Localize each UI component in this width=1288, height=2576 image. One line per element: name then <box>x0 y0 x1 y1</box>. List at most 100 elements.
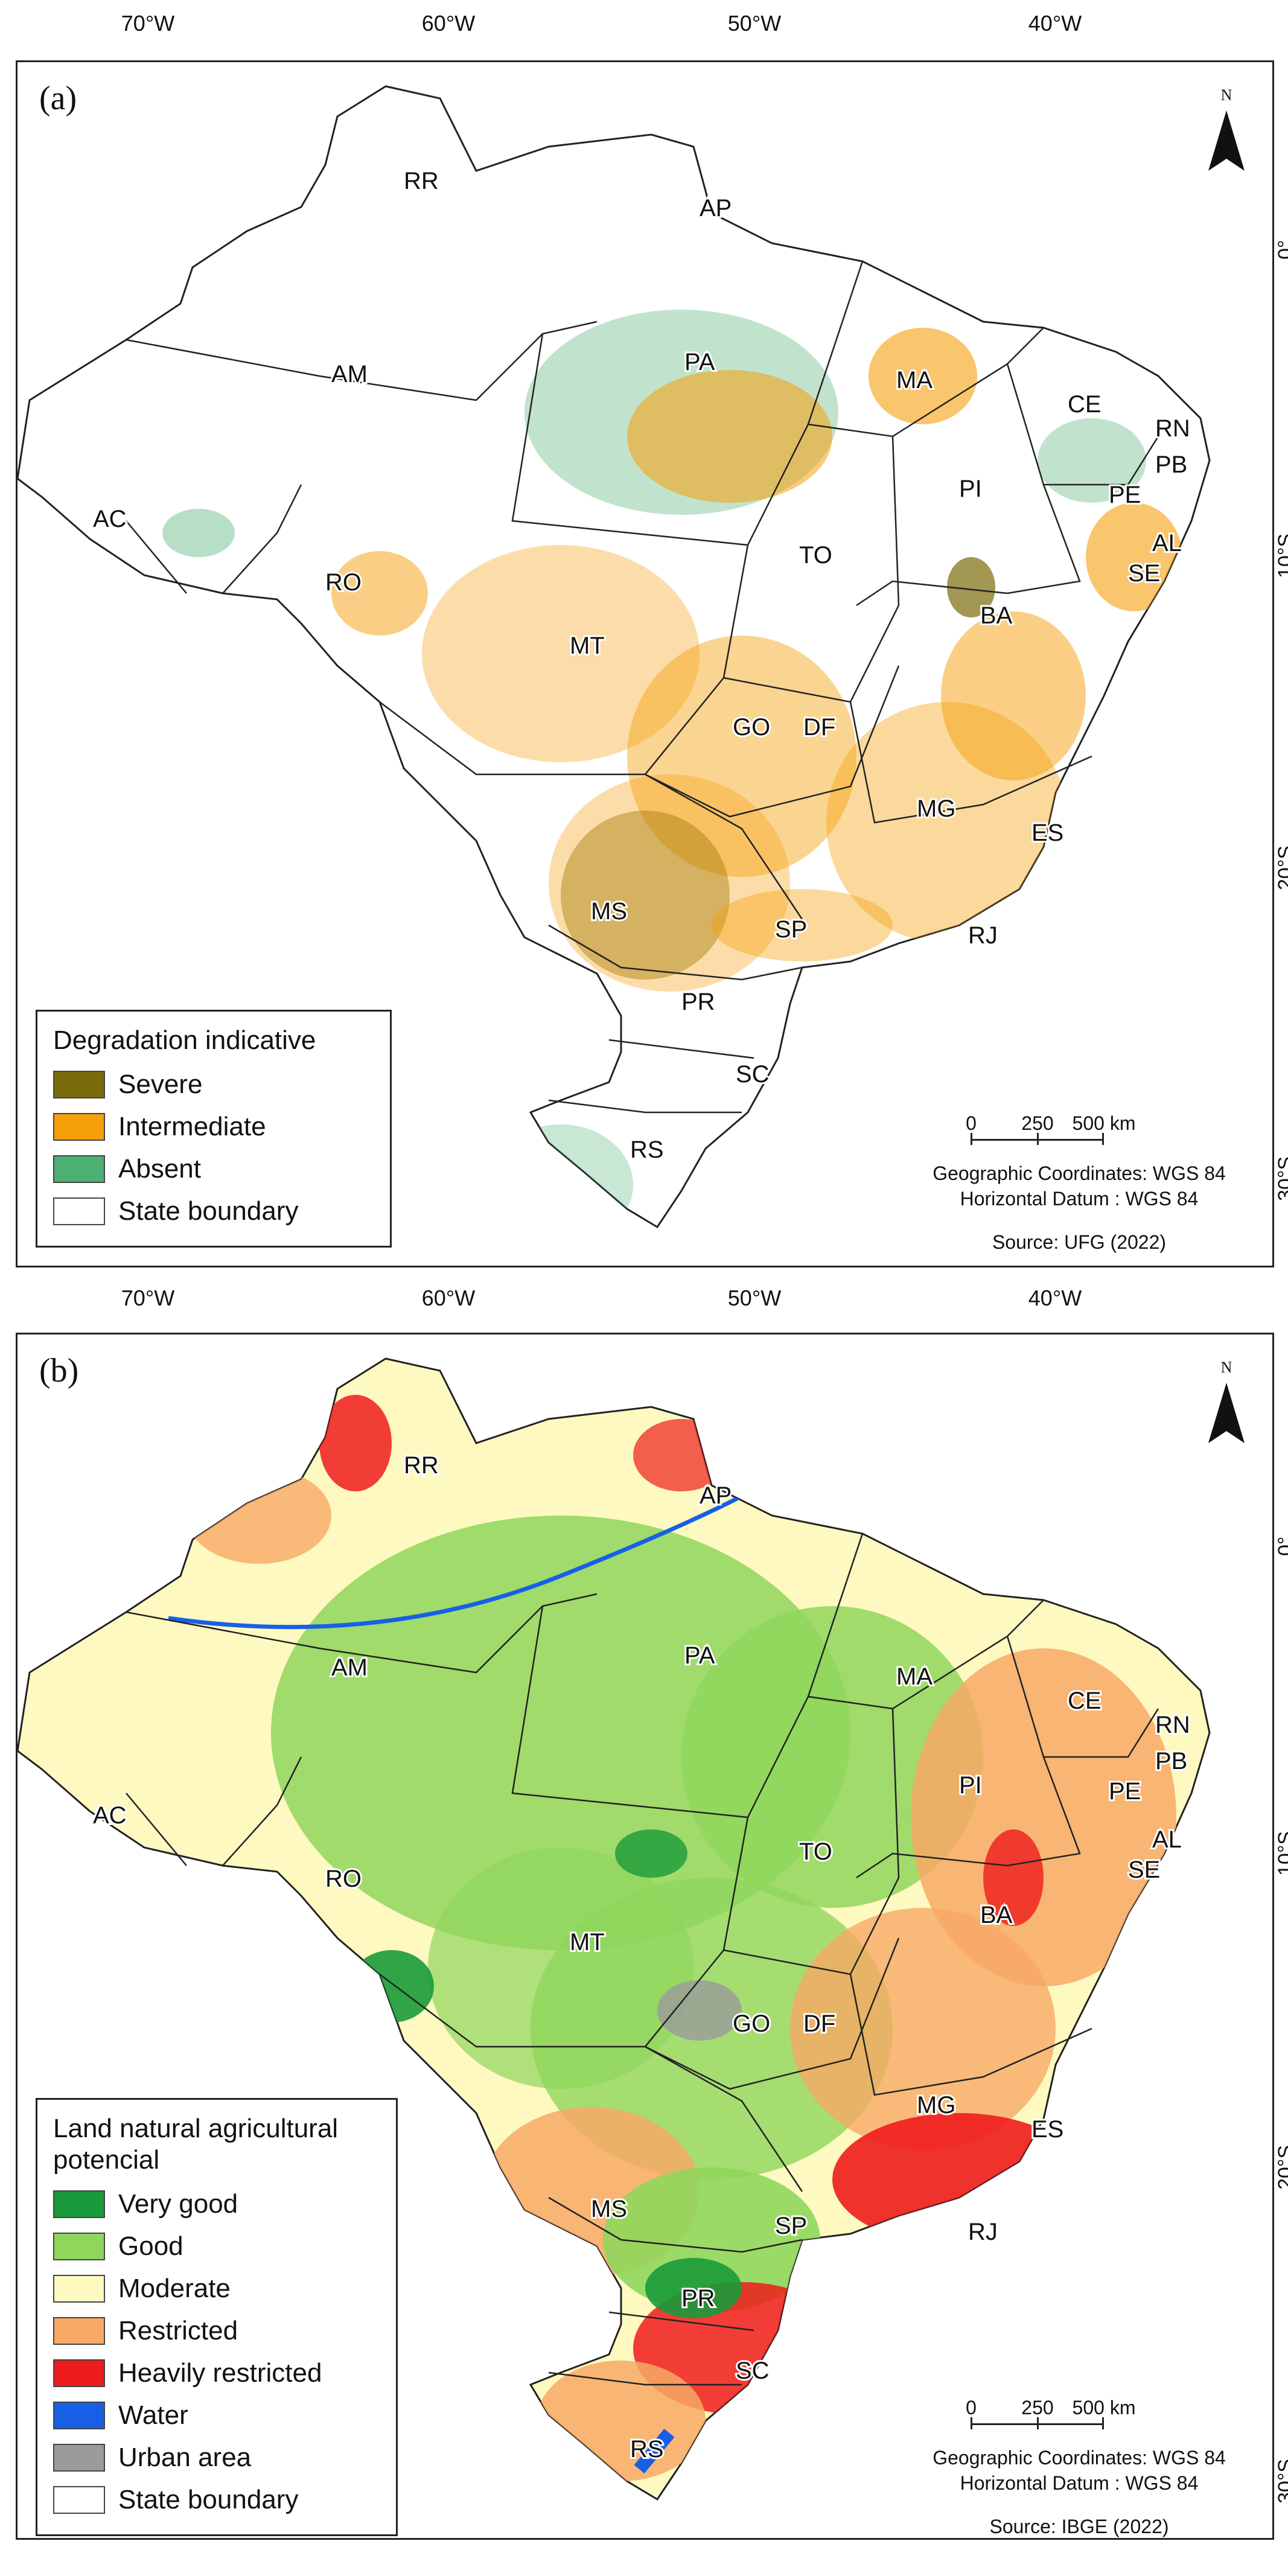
legend-item: State boundary <box>53 2479 380 2521</box>
scale-tick-label: 0 <box>966 1112 977 1134</box>
legend-swatch <box>53 2190 105 2218</box>
state-label: BA <box>980 602 1013 629</box>
degradation-patches <box>162 310 1182 1227</box>
scale-tick-label: 0 <box>966 2397 977 2418</box>
legend-item: Intermediate <box>53 1106 374 1148</box>
lon-label: 60°W <box>421 1286 476 1310</box>
lon-label: 50°W <box>727 11 782 36</box>
lat-label: 10°S <box>1274 1831 1288 1876</box>
lat-label: 0° <box>1274 240 1288 260</box>
scale-tick-label: 250 <box>1021 2397 1054 2418</box>
north-arrow: N <box>1202 86 1251 183</box>
state-label: SE <box>1128 560 1160 587</box>
coordinate-system: Geographic Coordinates: WGS 84 <box>933 2447 1226 2469</box>
legend-swatch <box>53 1155 105 1183</box>
legend-label: State boundary <box>118 1196 299 1226</box>
north-label: N <box>1220 1359 1232 1376</box>
state-label: RO <box>325 1866 362 1892</box>
legend-item: Heavily restricted <box>53 2352 380 2394</box>
legend-title: Degradation indicative <box>53 1025 316 1055</box>
state-label: PB <box>1155 1748 1187 1774</box>
state-label: PR <box>681 989 715 1015</box>
state-label: MA <box>896 1663 933 1690</box>
legend-item: State boundary <box>53 1190 374 1232</box>
brazil-agricultural-map: RR AP AM PA MA CE RN PB PI PE AC RO TO A… <box>18 1357 1211 2501</box>
legend-item: Water <box>53 2394 380 2437</box>
latitude-labels-b: 0° 10°S 20°S 30°S <box>1274 1333 1288 2540</box>
legend-swatch <box>53 1197 105 1225</box>
legend-swatch <box>53 2444 105 2472</box>
north-arrow-icon <box>1208 1383 1245 1443</box>
scale-block: 0 250 500 km Geographic Coordinates: WGS… <box>910 2397 1248 2538</box>
state-label: SP <box>775 916 807 943</box>
state-label: PE <box>1109 482 1141 508</box>
lon-label: 40°W <box>1028 11 1082 36</box>
legend-label: Urban area <box>118 2443 252 2472</box>
state-label: SC <box>736 1061 770 1088</box>
legend-item: Moderate <box>53 2268 380 2310</box>
lat-label: 30°S <box>1274 2458 1288 2504</box>
state-labels: RR AP AM PA MA CE RN PB PI PE AC RO TO A… <box>91 166 1192 1165</box>
state-label: RJ <box>968 922 998 949</box>
legend-swatch <box>53 2275 105 2303</box>
legend-agricultural-potential: Land natural agricultural potencial Very… <box>36 2098 398 2536</box>
state-label: MA <box>896 367 933 394</box>
scale-bar: 0 250 500 km <box>910 2397 1248 2445</box>
state-label: PA <box>684 1642 715 1669</box>
lon-label: 40°W <box>1028 1286 1082 1310</box>
state-label: SP <box>775 2213 807 2239</box>
state-boundaries <box>126 1533 1159 2386</box>
legend-swatch <box>53 2233 105 2260</box>
legend-label: Water <box>118 2400 188 2430</box>
state-label: MG <box>917 2092 955 2119</box>
state-label: MT <box>570 1929 605 1956</box>
state-label: MG <box>917 795 955 822</box>
state-label: PB <box>1155 451 1187 478</box>
state-labels: RR AP AM PA MA CE RN PB PI PE AC RO TO A… <box>91 1450 1192 2464</box>
lon-label: 50°W <box>727 1286 782 1310</box>
state-label: CE <box>1068 391 1101 418</box>
map-panel-degradation: RR AP AM PA MA CE RN PB PI PE AC RO TO A… <box>16 60 1274 1267</box>
legend-title: Land natural agricultural potencial <box>53 2114 339 2175</box>
state-label: MS <box>591 898 627 925</box>
scale-block: 0 250 500 km Geographic Coordinates: WGS… <box>910 1112 1248 1255</box>
north-arrow: N <box>1202 1359 1251 1455</box>
lat-label: 10°S <box>1274 533 1288 578</box>
north-label: N <box>1220 86 1232 104</box>
scale-tick-label: 500 km <box>1072 2397 1136 2418</box>
state-label: MT <box>570 633 605 659</box>
state-label: PR <box>681 2285 715 2312</box>
horizontal-datum: Horizontal Datum : WGS 84 <box>960 2472 1199 2494</box>
legend-label: Intermediate <box>118 1112 266 1141</box>
scale-bar: 0 250 500 km <box>910 1112 1248 1161</box>
state-label: RS <box>630 1137 664 1163</box>
lon-label: 60°W <box>421 11 476 36</box>
legend-swatch <box>53 2402 105 2429</box>
lat-label: 20°S <box>1274 2144 1288 2190</box>
state-label: AL <box>1152 1826 1182 1853</box>
state-label: AL <box>1152 530 1182 556</box>
state-label: DF <box>803 714 835 741</box>
north-arrow-icon <box>1208 110 1245 171</box>
state-label: AP <box>700 195 732 222</box>
state-label: TO <box>799 542 832 569</box>
state-label: TO <box>799 1838 832 1865</box>
legend-label: State boundary <box>118 2485 299 2514</box>
lon-label: 70°W <box>121 1286 175 1310</box>
state-label: PI <box>959 1772 982 1799</box>
legend-swatch <box>53 2486 105 2514</box>
state-label: AP <box>700 1482 732 1509</box>
scale-tick-label: 500 km <box>1072 1112 1136 1134</box>
coordinate-system: Geographic Coordinates: WGS 84 <box>933 1162 1226 1184</box>
state-label: ES <box>1031 820 1063 846</box>
lon-label: 70°W <box>121 11 175 36</box>
legend-label: Very good <box>118 2189 238 2219</box>
legend-swatch <box>53 2317 105 2345</box>
legend-item: Urban area <box>53 2437 380 2479</box>
legend-swatch <box>53 2359 105 2387</box>
legend-item: Absent <box>53 1148 374 1190</box>
legend-swatch <box>53 1071 105 1098</box>
brazil-degradation-map: RR AP AM PA MA CE RN PB PI PE AC RO TO A… <box>18 85 1211 1228</box>
legend-item: Severe <box>53 1063 374 1106</box>
state-label: ES <box>1031 2116 1063 2143</box>
